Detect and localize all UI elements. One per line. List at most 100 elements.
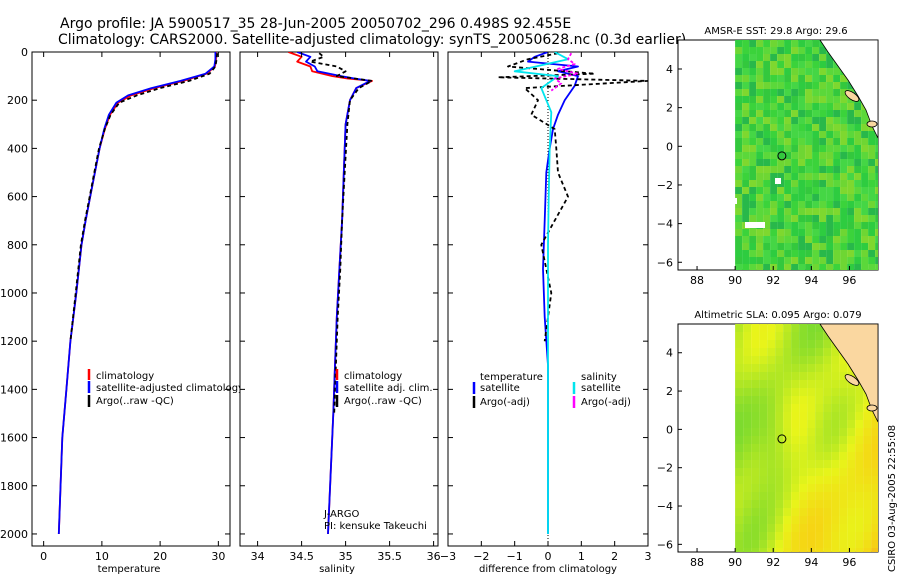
map-cell bbox=[756, 187, 764, 194]
map-cell bbox=[784, 82, 792, 89]
map-cell bbox=[775, 436, 784, 444]
map-cell bbox=[831, 396, 840, 404]
map-cell bbox=[756, 201, 764, 208]
map-cell bbox=[791, 194, 799, 201]
map-cell bbox=[791, 68, 799, 75]
map-cell bbox=[735, 68, 743, 75]
map-cell bbox=[756, 138, 764, 145]
map-cell bbox=[819, 61, 827, 68]
map-cell bbox=[815, 452, 824, 460]
map-cell bbox=[791, 436, 800, 444]
map-cell bbox=[807, 524, 816, 532]
map-cell bbox=[854, 187, 862, 194]
map-cell bbox=[775, 428, 784, 436]
map-cell bbox=[798, 229, 806, 236]
map-cell bbox=[847, 396, 856, 404]
map-cell bbox=[759, 388, 768, 396]
x-tick-label: 30 bbox=[211, 550, 225, 563]
map-cell bbox=[763, 47, 771, 54]
lon-tick-label: 94 bbox=[804, 556, 818, 569]
map-cell bbox=[749, 229, 757, 236]
map-cell bbox=[823, 340, 832, 348]
map-cell bbox=[799, 396, 808, 404]
map-cell bbox=[826, 145, 834, 152]
map-cell bbox=[735, 61, 743, 68]
map-cell bbox=[805, 117, 813, 124]
map-cell bbox=[777, 194, 785, 201]
map-cell bbox=[777, 124, 785, 131]
map-cell bbox=[777, 264, 785, 270]
map-cell bbox=[831, 492, 840, 500]
map-cell bbox=[823, 540, 832, 548]
map-cell bbox=[861, 264, 869, 270]
map-cell bbox=[826, 215, 834, 222]
map-cell bbox=[839, 404, 848, 412]
map-cell bbox=[855, 500, 864, 508]
map-cell bbox=[763, 117, 771, 124]
map-cell bbox=[759, 332, 768, 340]
map-cell bbox=[759, 508, 768, 516]
map-cell bbox=[791, 452, 800, 460]
map-cell bbox=[855, 476, 864, 484]
map-cell bbox=[743, 364, 752, 372]
map-cell bbox=[791, 173, 799, 180]
map-cell bbox=[743, 340, 752, 348]
map-cell bbox=[791, 40, 799, 47]
map-cell bbox=[823, 332, 832, 340]
map-cell bbox=[767, 396, 776, 404]
map-cell bbox=[784, 47, 792, 54]
map-cell bbox=[807, 420, 816, 428]
map-cell bbox=[763, 243, 771, 250]
map-cell bbox=[833, 173, 841, 180]
map-cell bbox=[815, 372, 824, 380]
map-cell bbox=[735, 54, 743, 61]
map-cell bbox=[831, 428, 840, 436]
lon-tick-label: 96 bbox=[842, 274, 856, 287]
map-cell bbox=[749, 159, 757, 166]
legend-label-climatology: climatology bbox=[96, 371, 154, 382]
map-cell bbox=[847, 532, 856, 540]
map-cell bbox=[751, 508, 760, 516]
map-cell bbox=[863, 420, 872, 428]
map-cell bbox=[819, 180, 827, 187]
map-cell bbox=[791, 324, 800, 332]
map-cell bbox=[777, 187, 785, 194]
map-cell bbox=[875, 138, 878, 145]
map-cell bbox=[863, 500, 872, 508]
map-cell bbox=[805, 138, 813, 145]
map-cell bbox=[799, 372, 808, 380]
map-cell bbox=[812, 82, 820, 89]
map-cell bbox=[863, 540, 872, 548]
map-cell bbox=[743, 324, 752, 332]
map-cell bbox=[805, 82, 813, 89]
map-cell bbox=[743, 428, 752, 436]
map-cell bbox=[823, 388, 832, 396]
map-cell bbox=[819, 215, 827, 222]
map-cell bbox=[840, 236, 848, 243]
map-cell bbox=[749, 194, 757, 201]
map-cell bbox=[855, 412, 864, 420]
map-cell bbox=[863, 436, 872, 444]
map-cell bbox=[791, 444, 800, 452]
map-cell bbox=[799, 508, 808, 516]
map-cell bbox=[742, 215, 750, 222]
map-cell bbox=[875, 222, 878, 229]
map-cell bbox=[775, 380, 784, 388]
map-cell bbox=[749, 138, 757, 145]
map-cell bbox=[749, 54, 757, 61]
map-cell bbox=[743, 468, 752, 476]
principal-investigator-label: PI: kensuke Takeuchi bbox=[324, 521, 427, 532]
map-cell bbox=[861, 187, 869, 194]
map-cell bbox=[735, 75, 743, 82]
temperature-axes-frame bbox=[31, 51, 231, 547]
map-cell bbox=[833, 124, 841, 131]
map-cell bbox=[783, 484, 792, 492]
map-cell bbox=[798, 180, 806, 187]
map-cell bbox=[875, 180, 878, 187]
map-cell bbox=[798, 96, 806, 103]
map-cell bbox=[770, 68, 778, 75]
x-tick-label: 3 bbox=[645, 550, 652, 563]
map-cell bbox=[783, 468, 792, 476]
map-cell bbox=[805, 166, 813, 173]
map-cell bbox=[823, 428, 832, 436]
